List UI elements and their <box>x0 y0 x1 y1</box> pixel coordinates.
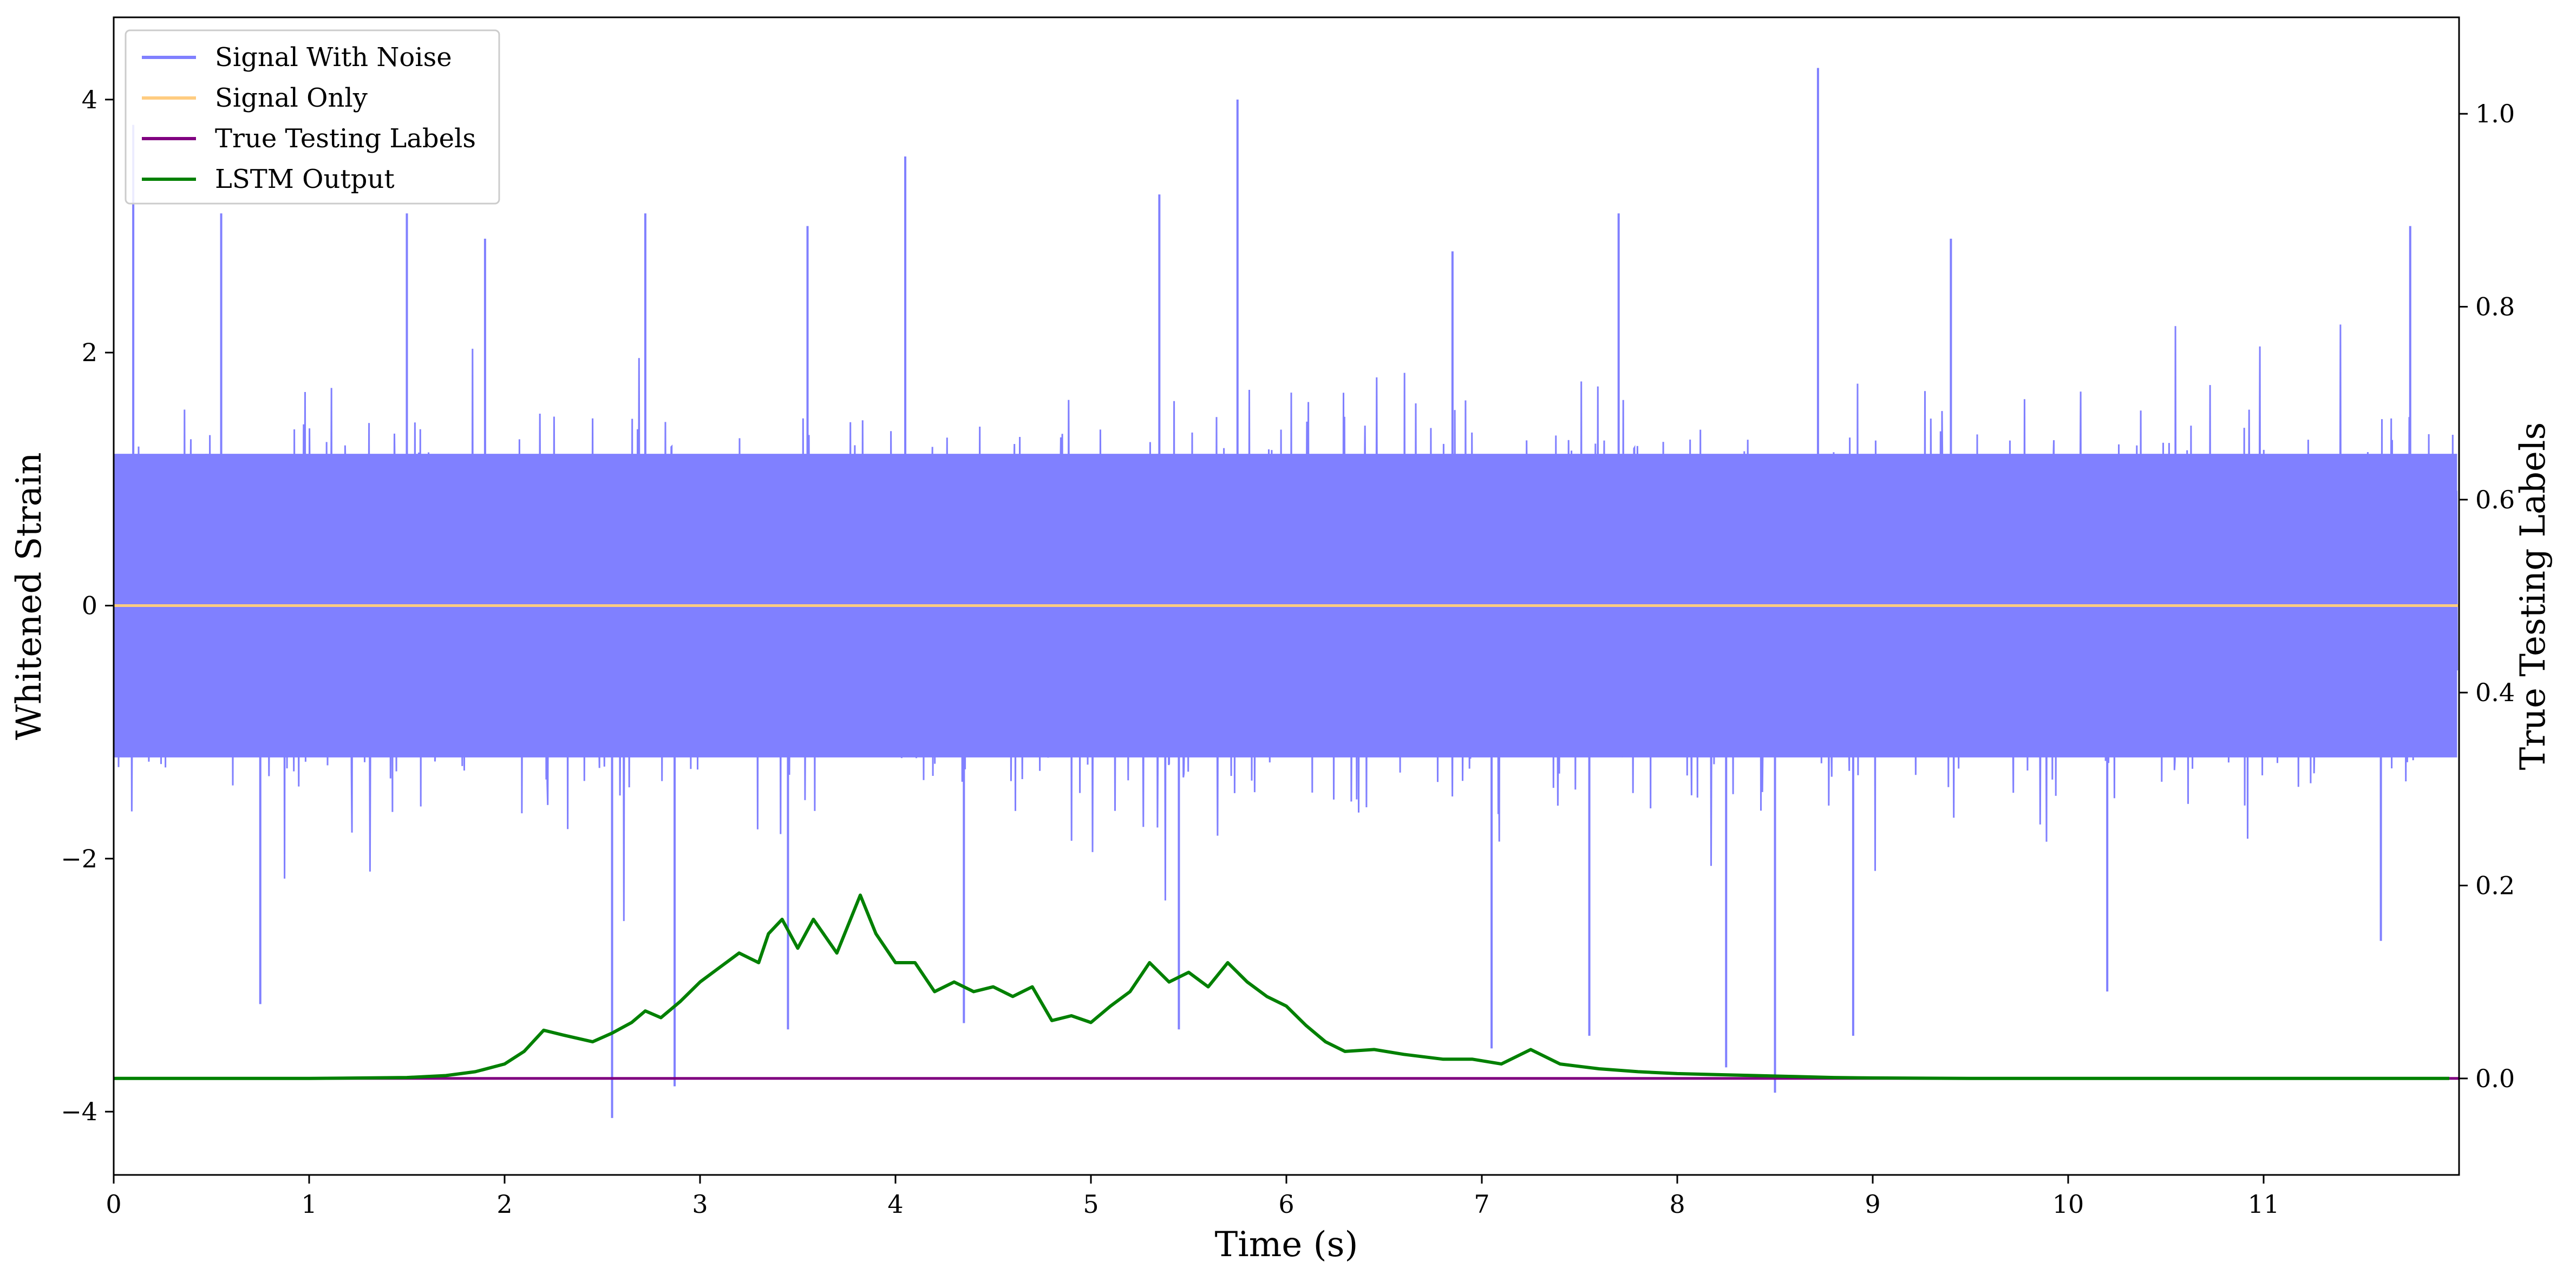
series-lstm-output <box>114 893 2449 1080</box>
y-axis-label-right: True Testing Labels <box>2513 422 2553 770</box>
x-tick-label: 2 <box>496 1190 512 1219</box>
x-tick-label: 7 <box>1474 1190 1489 1219</box>
y-tick-label-left: 4 <box>82 85 97 114</box>
legend-entry: LSTM Output <box>142 164 395 194</box>
y-tick-label-right: 0.2 <box>2475 871 2515 900</box>
legend-label: LSTM Output <box>215 164 395 194</box>
y-tick-label-right: 0.4 <box>2475 678 2515 707</box>
y-tick-label-right: 1.0 <box>2475 99 2515 128</box>
x-tick-label: 8 <box>1669 1190 1685 1219</box>
y-tick-label-right: 0.8 <box>2475 292 2515 322</box>
legend-box <box>125 29 500 205</box>
x-tick-label: 11 <box>2248 1190 2280 1219</box>
legend-label: Signal Only <box>215 83 368 113</box>
y-tick-label-left: −2 <box>61 844 97 873</box>
y-tick-label-left: 0 <box>82 591 97 620</box>
series-layer <box>114 68 2459 1118</box>
legend-entry: Signal Only <box>142 83 368 113</box>
legend: Signal With Noise Signal Only True Testing… <box>125 29 500 205</box>
x-tick-label: 5 <box>1083 1190 1099 1219</box>
x-tick-label: 0 <box>106 1190 121 1219</box>
x-tick-label: 6 <box>1278 1190 1294 1219</box>
x-tick-label: 10 <box>2052 1190 2084 1219</box>
x-tick-label: 3 <box>692 1190 708 1219</box>
legend-entry: True Testing Labels <box>142 123 476 154</box>
y-tick-label-right: 0.0 <box>2475 1064 2515 1093</box>
legend-label: Signal With Noise <box>215 42 452 73</box>
x-tick-label: 1 <box>301 1190 317 1219</box>
y-axis-label-left: Whitened Strain <box>9 452 49 740</box>
legend-entry: Signal With Noise <box>142 42 452 73</box>
legend-entries: Signal With Noise Signal Only True Testing… <box>142 42 476 194</box>
x-tick-label: 9 <box>1865 1190 1880 1219</box>
legend-label: True Testing Labels <box>215 123 476 154</box>
y-tick-label-right: 0.6 <box>2475 485 2515 514</box>
x-axis-label: Time (s) <box>1215 1225 1358 1265</box>
series-line <box>114 893 2449 1080</box>
x-tick-label: 4 <box>887 1190 903 1219</box>
y-tick-label-left: −4 <box>61 1097 97 1126</box>
y-tick-label-left: 2 <box>82 338 97 367</box>
ticks-layer: 0 1 2 3 4 5 6 7 8 9 10 11 −4 −2 0 2 4 0.0 0.2 0.4 0.6 0.8 1.0 <box>61 85 2515 1219</box>
